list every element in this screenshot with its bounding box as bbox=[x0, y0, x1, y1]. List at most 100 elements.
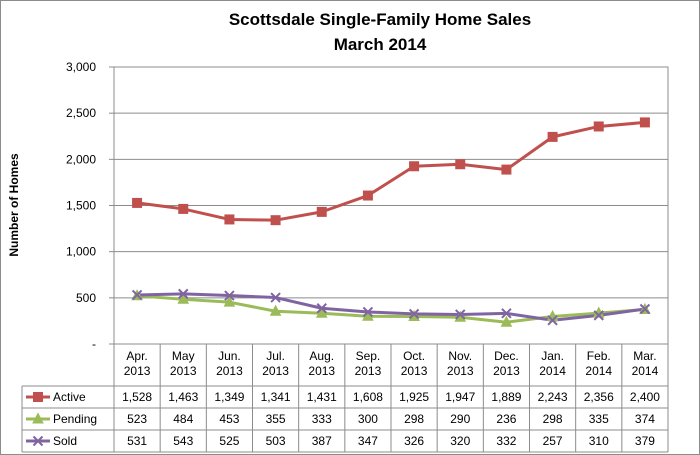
category-label-year: 2013 bbox=[493, 364, 520, 378]
data-point bbox=[455, 309, 466, 320]
table-cell-value: 326 bbox=[404, 434, 424, 448]
category-label-year: 2013 bbox=[447, 364, 474, 378]
table-cell-value: 1,431 bbox=[307, 390, 337, 404]
table-cell-value: 320 bbox=[450, 434, 470, 448]
table-cell-value: 298 bbox=[543, 412, 563, 426]
data-point bbox=[315, 306, 328, 318]
y-tick-label: - bbox=[92, 337, 96, 351]
series-line-sold bbox=[137, 292, 646, 322]
data-point bbox=[224, 290, 235, 301]
table-cell-value: 355 bbox=[266, 412, 286, 426]
data-point bbox=[32, 435, 44, 447]
data-point bbox=[178, 203, 189, 214]
table-cell-value: 543 bbox=[173, 434, 193, 448]
data-point bbox=[455, 159, 466, 170]
legend-label-active: Active bbox=[53, 390, 86, 404]
legend-label-sold: Sold bbox=[53, 434, 77, 448]
data-point bbox=[177, 292, 190, 304]
data-point bbox=[501, 164, 512, 175]
data-point bbox=[32, 412, 44, 424]
category-label-month: Jun. bbox=[218, 349, 241, 363]
table-cell-value: 2,243 bbox=[538, 390, 568, 404]
category-label-month: Nov. bbox=[448, 349, 472, 363]
table-cell-value: 310 bbox=[589, 434, 609, 448]
category-label-month: Feb. bbox=[587, 349, 611, 363]
category-label-year: 2014 bbox=[632, 364, 659, 378]
category-label-year: 2013 bbox=[308, 364, 335, 378]
table-cell-value: 332 bbox=[496, 434, 516, 448]
category-label-year: 2014 bbox=[585, 364, 612, 378]
table-cell-value: 333 bbox=[312, 412, 332, 426]
data-point bbox=[33, 392, 43, 402]
table-cell-value: 531 bbox=[127, 434, 147, 448]
table-cell-value: 1,889 bbox=[491, 390, 521, 404]
table-cell-value: 484 bbox=[173, 412, 193, 426]
table-cell-value: 300 bbox=[358, 412, 378, 426]
category-label-year: 2013 bbox=[170, 364, 197, 378]
category-label-month: Aug. bbox=[309, 349, 334, 363]
category-label-month: Jul. bbox=[266, 349, 285, 363]
table-cell-value: 374 bbox=[635, 412, 655, 426]
data-table: Apr.2013May2013Jun.2013Jul.2013Aug.2013S… bbox=[21, 344, 669, 453]
category-label-year: 2013 bbox=[124, 364, 151, 378]
data-point bbox=[362, 306, 374, 318]
data-point bbox=[316, 206, 327, 217]
data-point bbox=[639, 303, 651, 315]
data-point bbox=[409, 161, 420, 172]
table-cell-value: 387 bbox=[312, 434, 332, 448]
data-point bbox=[547, 131, 558, 142]
y-tick-label: 3,000 bbox=[66, 60, 96, 74]
table-cell-value: 1,925 bbox=[399, 390, 429, 404]
category-label-month: Mar. bbox=[633, 349, 656, 363]
table-cell-value: 347 bbox=[358, 434, 378, 448]
table-cell-value: 2,400 bbox=[630, 390, 660, 404]
category-label-month: Dec. bbox=[494, 349, 519, 363]
data-point bbox=[639, 117, 650, 128]
table-cell-value: 1,608 bbox=[353, 390, 383, 404]
table-cell-value: 1,341 bbox=[261, 390, 291, 404]
data-point bbox=[362, 190, 373, 201]
series-lines bbox=[131, 117, 651, 327]
table-cell-value: 1,947 bbox=[445, 390, 475, 404]
table-cell-value: 453 bbox=[219, 412, 239, 426]
category-label-month: Sep. bbox=[356, 349, 381, 363]
table-cell-value: 1,463 bbox=[168, 390, 198, 404]
table-cell-value: 236 bbox=[496, 412, 516, 426]
data-point bbox=[593, 310, 604, 321]
table-cell-value: 290 bbox=[450, 412, 470, 426]
data-point bbox=[224, 214, 235, 225]
series-line-pending bbox=[136, 294, 646, 324]
category-label-year: 2013 bbox=[401, 364, 428, 378]
data-point bbox=[547, 315, 558, 326]
y-tick-label: 1,500 bbox=[66, 199, 96, 213]
data-point bbox=[131, 289, 143, 301]
table-cell-value: 525 bbox=[219, 434, 239, 448]
category-label-year: 2014 bbox=[539, 364, 566, 378]
table-cell-value: 298 bbox=[404, 412, 424, 426]
y-axis-label: Number of Homes bbox=[7, 153, 21, 257]
y-tick-label: 2,000 bbox=[66, 152, 96, 166]
table-cell-value: 335 bbox=[589, 412, 609, 426]
series-line-active bbox=[136, 120, 646, 222]
data-point bbox=[269, 304, 282, 316]
table-cell-value: 503 bbox=[266, 434, 286, 448]
data-point bbox=[178, 288, 189, 300]
data-point bbox=[270, 215, 281, 226]
table-cell-value: 1,528 bbox=[122, 390, 152, 404]
data-point bbox=[500, 315, 513, 327]
table-cell-value: 523 bbox=[127, 412, 147, 426]
y-axis-ticks: - 500 1,000 1,500 2,000 2,500 3,000 bbox=[66, 60, 114, 351]
legend-label-pending: Pending bbox=[53, 412, 97, 426]
table-cell-value: 2,356 bbox=[584, 390, 614, 404]
y-tick-label: 1,000 bbox=[66, 245, 96, 259]
category-label-year: 2013 bbox=[262, 364, 289, 378]
data-point bbox=[408, 308, 420, 320]
chart-title: Scottsdale Single-Family Home Sales bbox=[229, 10, 531, 29]
y-tick-label: 2,500 bbox=[66, 106, 96, 120]
category-label-month: Jan. bbox=[541, 349, 564, 363]
category-label-month: Apr. bbox=[126, 349, 147, 363]
table-cell-value: 1,349 bbox=[214, 390, 244, 404]
data-point bbox=[501, 308, 512, 319]
